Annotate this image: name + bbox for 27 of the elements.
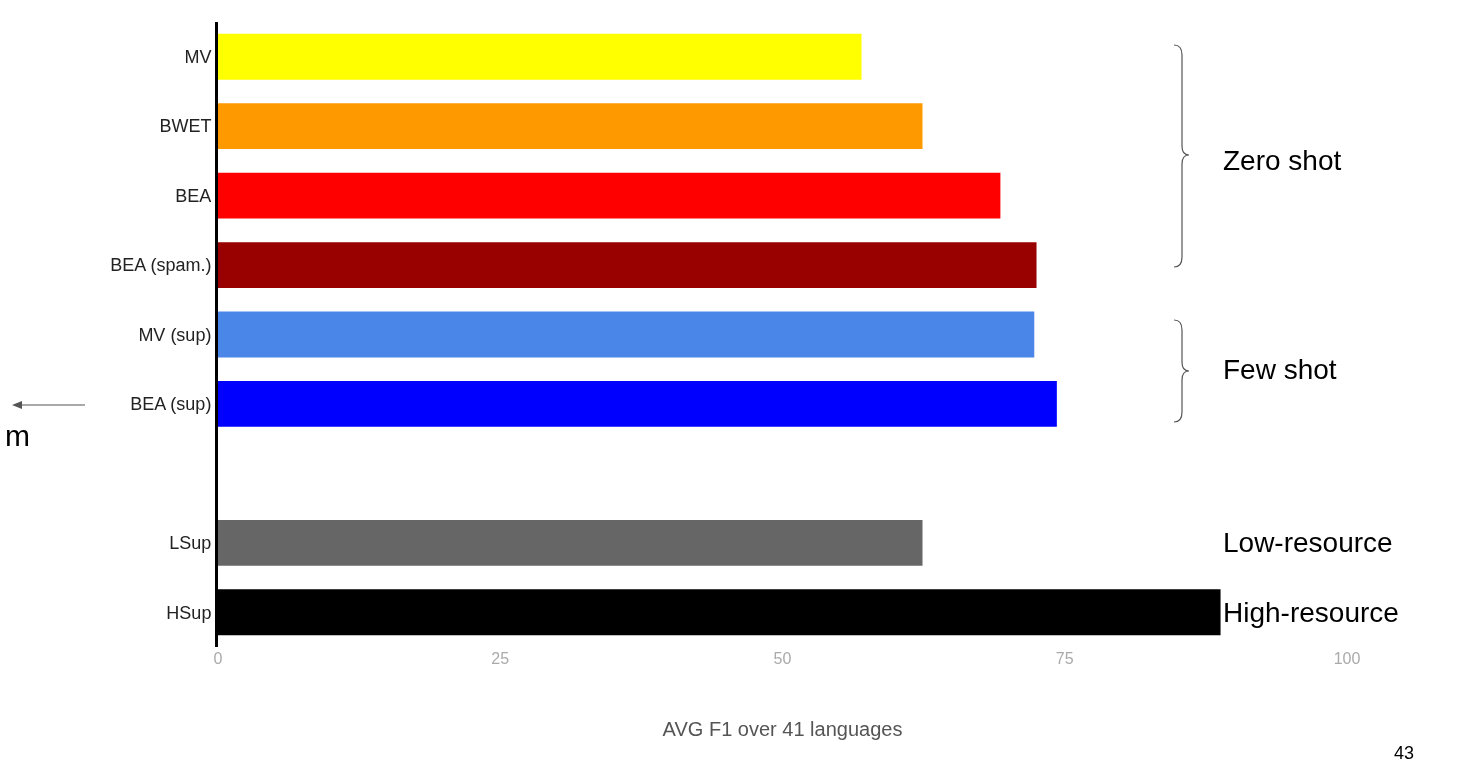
y-tick-label: BWET xyxy=(159,116,212,137)
bar xyxy=(218,519,923,566)
bar xyxy=(218,242,1037,288)
y-tick-label: BEA (spam.) xyxy=(110,255,212,276)
annotation: Low-resource xyxy=(1223,527,1393,558)
bar xyxy=(218,33,862,80)
x-tick-label: 100 xyxy=(1333,650,1361,667)
text: m xyxy=(5,419,30,452)
x-tick-label: 50 xyxy=(773,650,792,667)
y-tick-label: MV (sup) xyxy=(138,324,212,345)
bar xyxy=(218,103,923,150)
bar xyxy=(218,172,1001,219)
y-tick-label: BEA (sup) xyxy=(130,394,212,415)
annotation: High-resource xyxy=(1223,597,1399,628)
y-tick-label: LSup xyxy=(169,533,212,554)
y-tick-label: HSup xyxy=(166,602,212,623)
x-axis-title: AVG F1 over 41 languages xyxy=(662,717,903,740)
x-tick-label: 75 xyxy=(1055,650,1074,667)
x-tick-label: 0 xyxy=(213,650,223,667)
annotation: Zero shot xyxy=(1223,145,1342,176)
y-tick-label: BEA xyxy=(175,185,212,206)
bar xyxy=(218,381,1057,427)
annotation: Few shot xyxy=(1223,354,1337,385)
y-tick-label: MV xyxy=(184,47,212,68)
bar xyxy=(218,311,1035,358)
text: 43 xyxy=(1394,743,1415,763)
x-tick-label: 25 xyxy=(491,650,510,667)
